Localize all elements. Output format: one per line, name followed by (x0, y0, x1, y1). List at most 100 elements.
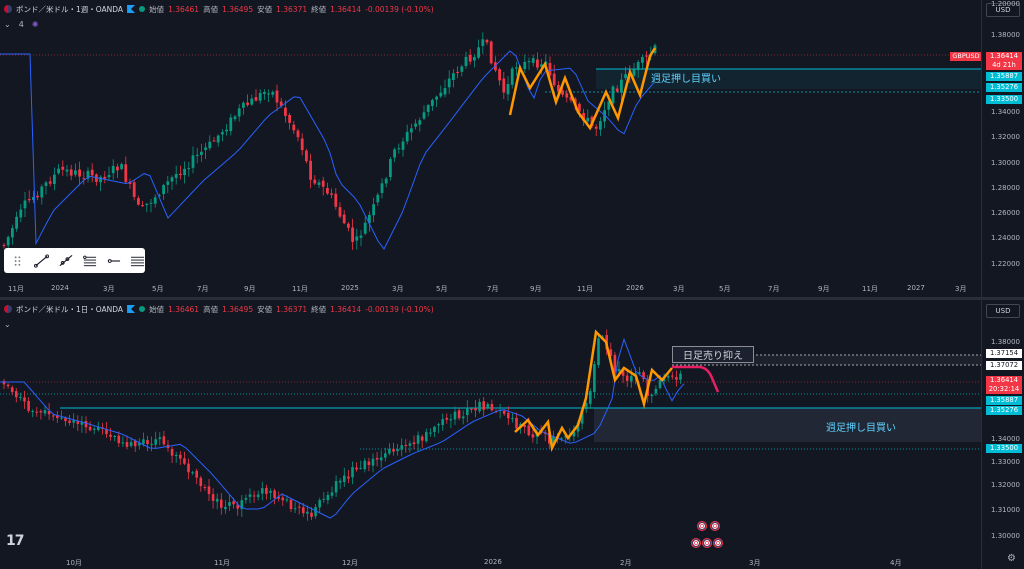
daily-candle (256, 494, 260, 498)
daily-candle (84, 421, 88, 428)
daily-candle (92, 428, 96, 430)
daily-candle (338, 480, 342, 483)
weekly-chart-pane[interactable]: ポンド／米ドル・1週・OANDA 始値 1.36461 高値 1.36495 安値 1… (0, 0, 1024, 297)
daily-sell-zone (672, 355, 982, 365)
daily-candle (240, 500, 244, 509)
weekly-candle (36, 195, 39, 198)
daily-time-tick: 10月 (66, 559, 82, 567)
daily-chart-canvas[interactable] (0, 300, 982, 569)
price-axis[interactable]: USD 1.38000 1.34000 1.32000 1.30000 1.28000 1… (981, 0, 1024, 297)
daily-candle (72, 420, 75, 423)
weekly-time-tick: 2024 (51, 284, 69, 292)
daily-candle (527, 425, 531, 436)
daily-candle (302, 507, 305, 514)
ray-icon[interactable] (58, 254, 73, 268)
weekly-candle (582, 112, 585, 121)
weekly-price-tick: 1.22000 (991, 260, 1020, 268)
weekly-price-tick: 1.34000 (991, 108, 1020, 116)
price-axis[interactable]: USD 1.38000 1.34000 1.33000 1.32000 1.31000 1… (981, 300, 1024, 569)
collapse-chevron-icon[interactable]: ⌄ (4, 20, 11, 29)
event-flag-icon[interactable] (713, 538, 723, 548)
currency-selector[interactable]: USD (986, 3, 1020, 17)
horizontal-lines-icon[interactable] (130, 254, 145, 268)
weekly-candle (263, 92, 266, 94)
currency-selector[interactable]: USD (986, 304, 1020, 318)
daily-candle (138, 443, 141, 446)
weekly-time-tick: 7月 (768, 285, 780, 293)
fib-retracement-icon[interactable] (82, 254, 97, 268)
weekly-candle (246, 102, 249, 105)
drawing-toolbar[interactable] (4, 248, 145, 273)
high-label: 高値 (203, 4, 219, 14)
weekly-candle (527, 61, 531, 63)
daily-time-tick: 4月 (890, 559, 902, 567)
daily-candle (597, 338, 600, 366)
indicator-count[interactable]: 4 (18, 20, 24, 29)
daily-chart-pane[interactable]: ポンド／米ドル・1日・OANDA 始値 1.36461 高値 1.36495 安値 1… (0, 300, 1024, 569)
weekly-candle (620, 79, 623, 93)
tradingview-logo[interactable]: 17 (6, 533, 25, 549)
weekly-candle (78, 169, 81, 177)
data-provider-icon (127, 305, 136, 313)
symbol-title[interactable]: ポンド／米ドル・1日・OANDA (16, 304, 124, 314)
open-label: 始値 (149, 4, 165, 14)
daily-candle (453, 411, 457, 420)
horizontal-ray-icon[interactable] (106, 254, 121, 268)
event-flag-icon[interactable] (697, 521, 707, 531)
symbol-title[interactable]: ポンド／米ドル・1週・OANDA (16, 4, 124, 14)
trend-line-icon[interactable] (34, 253, 49, 268)
daily-candle (228, 501, 231, 506)
daily-candle (654, 388, 658, 394)
daily-price-tick: 1.34000 (991, 435, 1020, 443)
level-badge-2: 1.35276 (986, 406, 1022, 415)
change-value: -0.00139 (-0.10%) (365, 304, 434, 314)
event-flag-icon[interactable] (702, 538, 712, 548)
low-value: 1.36371 (276, 4, 308, 14)
daily-candle (158, 437, 162, 440)
weekly-candle (195, 154, 199, 156)
weekly-chart-canvas[interactable] (0, 0, 982, 297)
weekly-candle (292, 124, 296, 131)
weekly-candle (23, 200, 27, 209)
daily-candle (359, 467, 362, 469)
close-value: 1.36414 (330, 4, 362, 14)
weekly-candle (636, 62, 640, 71)
daily-candle (129, 442, 133, 446)
daily-candle (277, 496, 280, 499)
weekly-price-tick: 1.32000 (991, 133, 1020, 141)
daily-candle (51, 415, 55, 417)
level-badge-1: 1.35887 (986, 396, 1022, 405)
weekly-candle (300, 138, 304, 151)
daily-candle (576, 422, 580, 432)
collapse-chevron-icon[interactable]: ⌄ (4, 320, 11, 329)
event-flag-icon[interactable] (710, 521, 720, 531)
weekly-time-tick: 5月 (436, 285, 448, 293)
weekly-candle (183, 168, 186, 176)
daily-candle (507, 412, 510, 419)
daily-candle (408, 443, 412, 446)
drag-handle-icon[interactable] (10, 254, 25, 268)
weekly-time-tick: 3月 (392, 285, 404, 293)
daily-candle (220, 499, 223, 508)
daily-candle (437, 424, 440, 426)
daily-candle (384, 453, 387, 458)
close-label: 終値 (311, 304, 327, 314)
weekly-candle (502, 78, 506, 93)
daily-candle (203, 487, 207, 489)
settings-gear-icon[interactable]: ⚙ (1007, 553, 1016, 564)
pane-separator[interactable] (0, 297, 1024, 300)
countdown-badge: 20:32:14 (986, 385, 1022, 394)
daily-candle (80, 421, 84, 425)
daily-candle (121, 442, 125, 444)
weekly-candle (19, 209, 23, 218)
weekly-candle (279, 101, 283, 106)
event-flag-icon[interactable] (691, 538, 701, 548)
weekly-candle (645, 55, 648, 57)
weekly-candle (548, 63, 552, 76)
weekly-candle (641, 57, 644, 63)
settings-gear-icon[interactable]: ✺ (31, 20, 39, 29)
level-badge-1: 1.35887 (986, 72, 1022, 81)
daily-time-tick: 12月 (342, 559, 358, 567)
daily-candle (589, 391, 592, 404)
weekly-candle (456, 71, 459, 73)
